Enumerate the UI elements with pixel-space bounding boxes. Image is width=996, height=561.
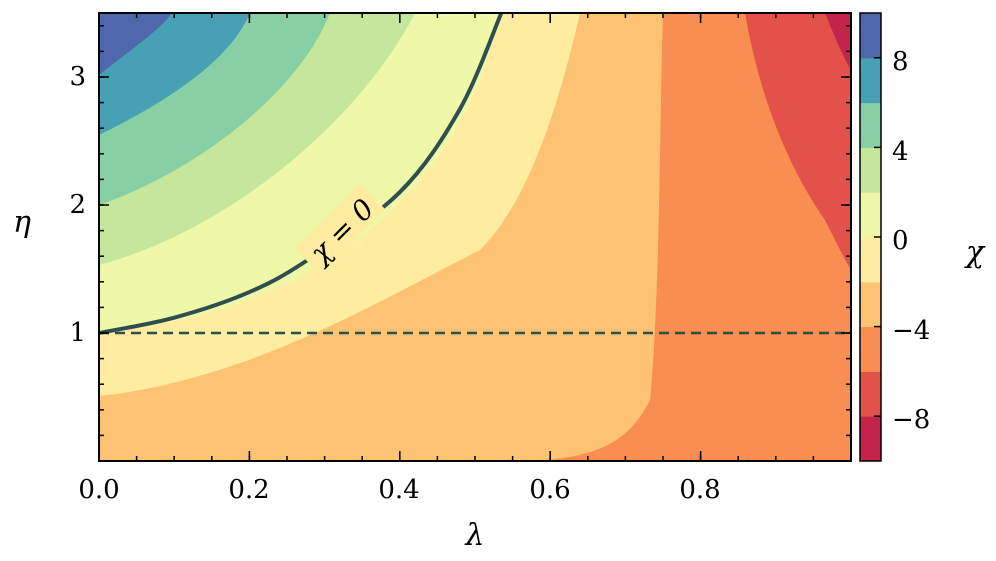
colorbar-segment [860, 57, 881, 104]
region-level-3 [530, 13, 851, 461]
x-tick-label: 0.0 [78, 475, 119, 505]
y-tick-labels: 1 2 3 [69, 62, 86, 348]
colorbar-ticks [874, 57, 881, 417]
y-tick-label: 1 [69, 318, 86, 348]
colorbar-segment [860, 102, 881, 148]
colorbar-tick-label: 4 [892, 137, 909, 167]
y-tick-label: 3 [69, 62, 86, 92]
contour-label-background [294, 183, 386, 275]
colorbar-segment [860, 281, 881, 328]
colorbar-label: χ [964, 235, 986, 270]
axis-ticks [98, 13, 851, 461]
region-level-2 [745, 13, 851, 270]
colorbar-segment [860, 147, 881, 193]
colorbar-segment [860, 237, 881, 283]
colorbar [860, 13, 881, 462]
colorbar-tick-labels: 8 4 0 −4 −8 [892, 47, 930, 435]
colorbar-segment [860, 13, 881, 59]
colorbar-tick-label: 8 [892, 47, 909, 77]
region-level-1 [825, 13, 851, 70]
colorbar-tick-label: −4 [892, 316, 930, 346]
x-tick-labels: 0.0 0.2 0.4 0.6 0.8 [78, 475, 720, 505]
x-tick-label: 0.6 [529, 475, 570, 505]
x-tick-label: 0.8 [679, 475, 720, 505]
region-level-10 [99, 13, 172, 75]
colorbar-tick-label: 0 [892, 226, 909, 256]
x-tick-label: 0.4 [378, 475, 419, 505]
colorbar-segment [860, 371, 881, 417]
colorbar-tick-label: −8 [892, 405, 930, 435]
colorbar-segment [860, 326, 881, 372]
x-tick-label: 0.2 [228, 475, 269, 505]
x-axis-label: λ [464, 518, 484, 553]
y-axis-label: η [13, 205, 31, 240]
y-tick-label: 2 [69, 190, 86, 220]
colorbar-segment [860, 192, 881, 238]
colorbar-segment [860, 416, 881, 462]
